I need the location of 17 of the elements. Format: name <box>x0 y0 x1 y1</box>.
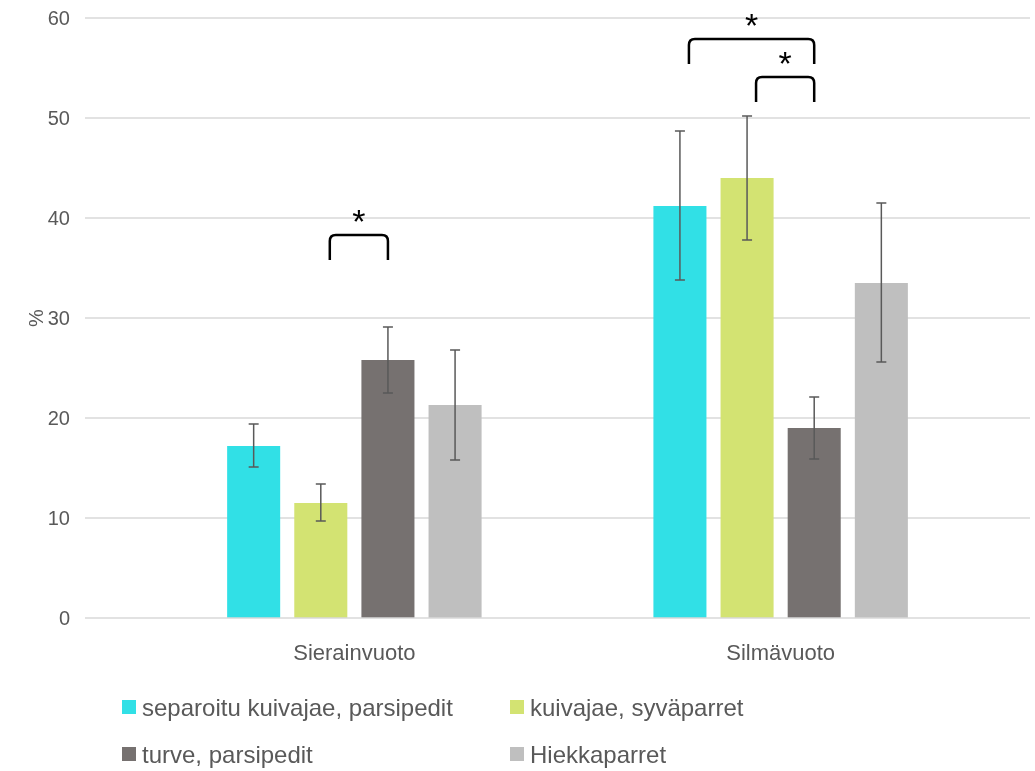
y-tick-label: 50 <box>47 107 70 129</box>
y-tick-label: 20 <box>47 407 70 429</box>
y-tick-label: 0 <box>58 607 70 629</box>
annotation: * <box>744 6 759 44</box>
x-tick-label: Silmävuoto <box>726 640 836 665</box>
legend-label: Hiekkaparret <box>530 741 667 769</box>
annotation: * <box>778 44 792 82</box>
legend-label: turve, parsipedit <box>142 741 314 769</box>
legend-label: kuivajae, syväparret <box>530 694 744 722</box>
y-axis-title: % <box>25 308 47 327</box>
y-tick-label: 30 <box>47 307 70 329</box>
legend-label: separoitu kuivajae, parsipedit <box>142 694 454 722</box>
annotation: * <box>352 202 366 240</box>
x-tick-label: Sierainvuoto <box>293 640 416 665</box>
y-tick-label: 60 <box>47 7 70 29</box>
y-tick-label: 40 <box>47 207 70 229</box>
y-tick-label: 10 <box>47 507 70 529</box>
